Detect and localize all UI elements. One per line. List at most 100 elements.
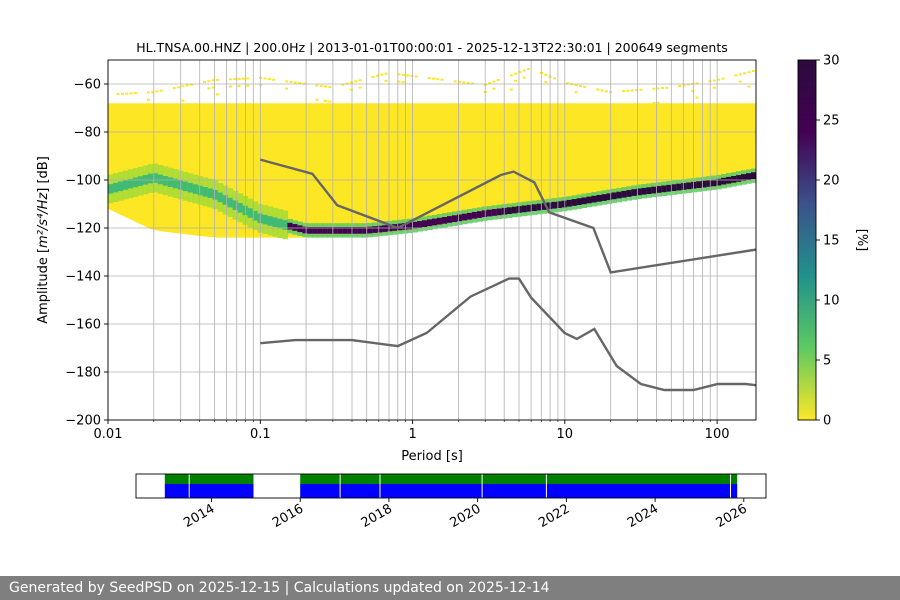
density-sparse-cell [661, 87, 664, 89]
density-mode-cell [152, 173, 159, 183]
footer-bar: Generated by SeedPSD on 2025-12-15 | Cal… [0, 576, 900, 600]
density-sparse-cell [652, 102, 656, 105]
density-mode-cell [466, 212, 473, 220]
density-sparse-cell [466, 81, 470, 84]
y-axis-label-prefix: Amplitude [ [36, 248, 51, 324]
density-mode-cell [157, 174, 164, 185]
density-mode-cell [741, 174, 747, 181]
density-sparse-cell [747, 71, 751, 74]
density-sparse-cell [622, 90, 626, 93]
density-mode-cell [332, 227, 338, 234]
timeline-tick-label: 2016 [270, 501, 306, 531]
density-sparse-cell [116, 93, 120, 95]
density-sparse-cell [285, 80, 289, 83]
y-tick-label: −80 [74, 126, 101, 141]
density-mode-cell [262, 214, 269, 225]
density-mode-cell [591, 195, 598, 203]
density-sparse-cell [289, 80, 293, 83]
density-sparse-cell [578, 85, 582, 87]
density-mode-cell [123, 180, 129, 190]
density-mode-cell [696, 181, 702, 188]
density-sparse-cell [146, 91, 150, 94]
density-sparse-cell [246, 84, 250, 87]
density-mode-cell [636, 188, 642, 196]
density-mode-cell [481, 210, 488, 218]
coverage-span-bottom [164, 484, 254, 498]
density-sparse-cell [527, 67, 530, 70]
density-sparse-cell [734, 74, 738, 77]
timeline-year-ticks: 2014 2016 2018 2020 2022 2024 2026 [181, 498, 750, 531]
density-mode-cell [586, 196, 593, 204]
density-mode-cell [686, 182, 692, 190]
density-sparse-cell [427, 77, 431, 80]
density-sparse-cell [229, 85, 232, 88]
density-sparse-cell [371, 75, 375, 78]
density-mode-cell [442, 217, 448, 224]
density-sparse-cell [263, 77, 267, 80]
density-mode-cell [601, 194, 608, 201]
density-sparse-cell [293, 81, 297, 84]
density-sparse-cell [211, 86, 215, 89]
y-tick-label: −140 [65, 270, 101, 285]
density-sparse-cell [233, 78, 237, 81]
density-sparse-cell [121, 92, 124, 95]
density-mode-cell [362, 227, 368, 234]
density-sparse-cell [518, 71, 522, 73]
density-sparse-cell [358, 86, 362, 89]
density-mode-cell [656, 186, 662, 193]
x-tick-label: 0.1 [250, 427, 271, 442]
density-mode-cell [367, 226, 373, 234]
density-mode-cell [252, 210, 259, 221]
density-mode-cell [352, 227, 358, 234]
density-sparse-cell [630, 89, 634, 92]
y-tick-label: −180 [65, 366, 101, 381]
density-mode-cell [147, 173, 154, 184]
density-sparse-cell [747, 85, 751, 88]
density-mode-cell [327, 227, 333, 234]
density-mode-cell [706, 180, 712, 187]
density-mode-cell [202, 187, 209, 197]
density-sparse-cell [181, 85, 185, 88]
density-mode-cell [162, 176, 169, 186]
density-mode-cell [616, 191, 622, 199]
density-mode-cell [247, 208, 254, 218]
density-mode-cell [402, 223, 408, 230]
density-sparse-cell [349, 81, 353, 84]
density-sparse-cell [155, 90, 159, 93]
density-mode-cell [516, 206, 523, 213]
density-sparse-cell [237, 85, 241, 88]
colorbar-tick-label: 10 [823, 294, 840, 309]
density-mode-cell [506, 207, 513, 214]
density-mode-cell [716, 178, 722, 186]
density-sparse-cell [574, 84, 578, 87]
density-sparse-cell [229, 78, 232, 81]
density-mode-cell [666, 184, 672, 192]
density-mode-cell [137, 176, 144, 186]
density-mode-cell [491, 209, 498, 216]
density-mode-cell [746, 173, 752, 180]
density-sparse-cell [375, 74, 379, 77]
density-sparse-cell [237, 77, 241, 80]
density-mode-cell [596, 195, 603, 202]
density-mode-cell [661, 185, 667, 193]
density-mode-cell [417, 221, 423, 228]
density-mode-cell [108, 184, 114, 194]
density-mode-cell [232, 200, 239, 210]
density-sparse-cell [457, 80, 461, 83]
density-sparse-cell [401, 73, 405, 76]
x-tick-label: 1 [408, 427, 416, 442]
density-sparse-cell [211, 79, 215, 82]
density-sparse-cell [349, 88, 353, 91]
density-mode-cell [456, 214, 463, 222]
density-mode-cell [297, 225, 303, 233]
density-mode-cell [621, 190, 627, 198]
density-mode-cell [407, 222, 413, 230]
density-sparse-cell [272, 78, 276, 81]
chart-title: HL.TNSA.00.HNZ | 200.0Hz | 2013-01-01T00… [136, 40, 728, 55]
colorbar-tick-label: 5 [823, 354, 831, 369]
density-sparse-cell [432, 77, 435, 80]
colorbar-bar [797, 59, 817, 421]
density-sparse-cell [514, 72, 518, 75]
density-sparse-cell [600, 89, 604, 92]
density-sparse-cell [695, 96, 699, 99]
